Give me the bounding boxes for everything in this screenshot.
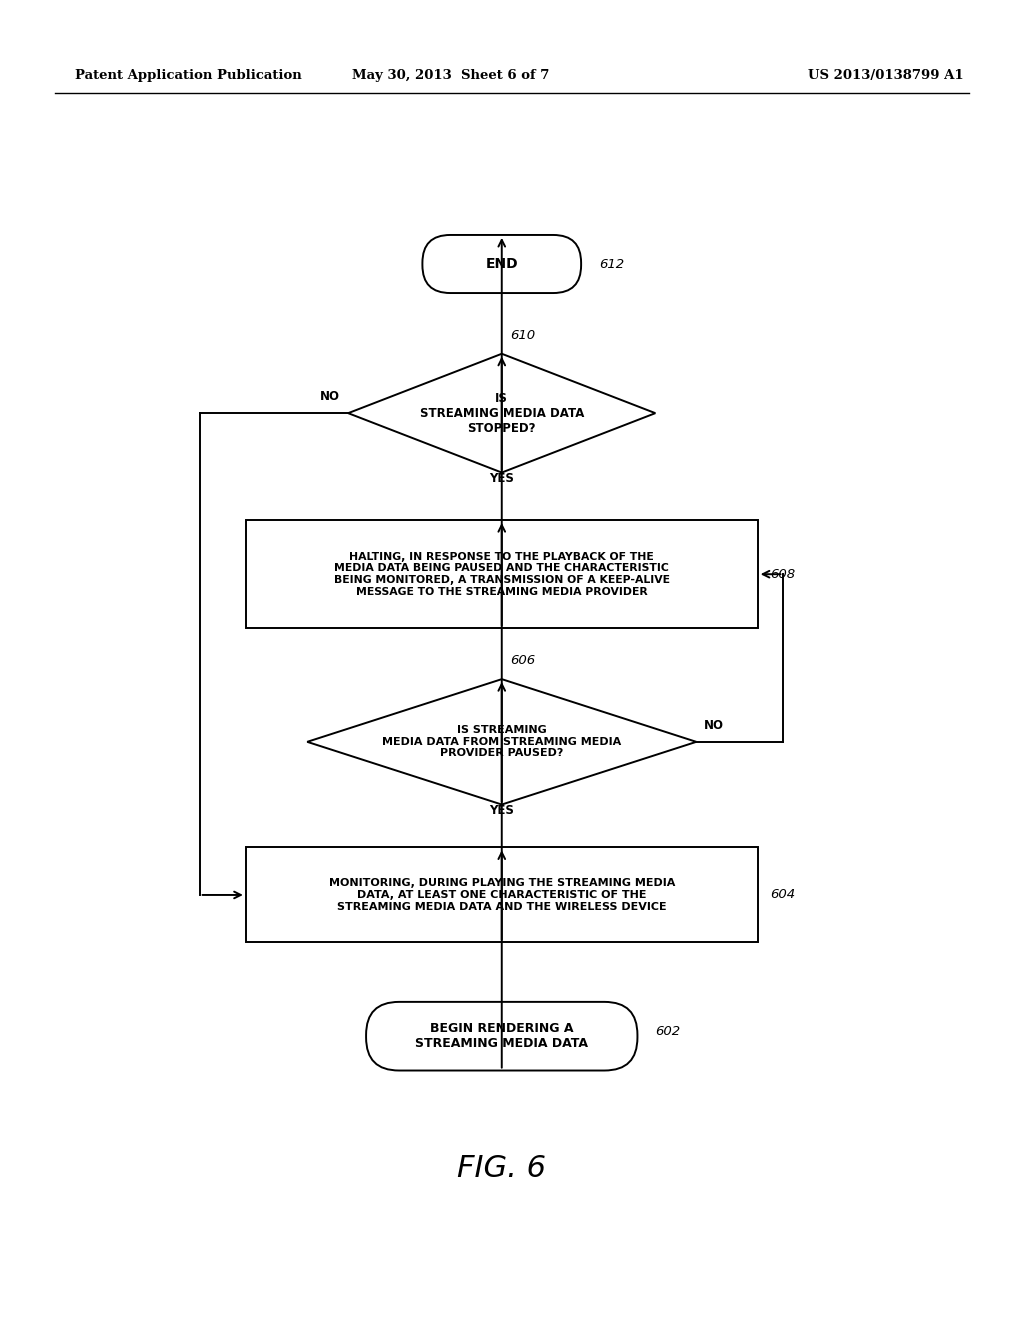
Text: 606: 606 [510, 655, 535, 667]
Polygon shape [348, 354, 655, 473]
FancyBboxPatch shape [246, 520, 758, 628]
FancyBboxPatch shape [367, 1002, 637, 1071]
Text: BEGIN RENDERING A
STREAMING MEDIA DATA: BEGIN RENDERING A STREAMING MEDIA DATA [416, 1022, 588, 1051]
Text: NO: NO [705, 719, 724, 731]
Text: 602: 602 [655, 1024, 681, 1038]
Text: NO: NO [321, 391, 340, 403]
Text: FIG. 6: FIG. 6 [458, 1154, 546, 1183]
Text: US 2013/0138799 A1: US 2013/0138799 A1 [808, 69, 964, 82]
FancyBboxPatch shape [422, 235, 582, 293]
Text: YES: YES [489, 804, 514, 817]
Text: END: END [485, 257, 518, 271]
Text: 604: 604 [770, 888, 795, 902]
Text: 612: 612 [599, 257, 625, 271]
Text: HALTING, IN RESPONSE TO THE PLAYBACK OF THE
MEDIA DATA BEING PAUSED AND THE CHAR: HALTING, IN RESPONSE TO THE PLAYBACK OF … [334, 552, 670, 597]
Text: IS STREAMING
MEDIA DATA FROM STREAMING MEDIA
PROVIDER PAUSED?: IS STREAMING MEDIA DATA FROM STREAMING M… [382, 725, 622, 759]
Text: 608: 608 [770, 568, 795, 581]
Text: IS
STREAMING MEDIA DATA
STOPPED?: IS STREAMING MEDIA DATA STOPPED? [420, 392, 584, 434]
Text: MONITORING, DURING PLAYING THE STREAMING MEDIA
DATA, AT LEAST ONE CHARACTERISTIC: MONITORING, DURING PLAYING THE STREAMING… [329, 878, 675, 912]
Text: 610: 610 [510, 329, 535, 342]
Text: May 30, 2013  Sheet 6 of 7: May 30, 2013 Sheet 6 of 7 [352, 69, 549, 82]
Polygon shape [307, 678, 696, 805]
Text: Patent Application Publication: Patent Application Publication [75, 69, 302, 82]
FancyBboxPatch shape [246, 847, 758, 942]
Text: YES: YES [489, 471, 514, 484]
